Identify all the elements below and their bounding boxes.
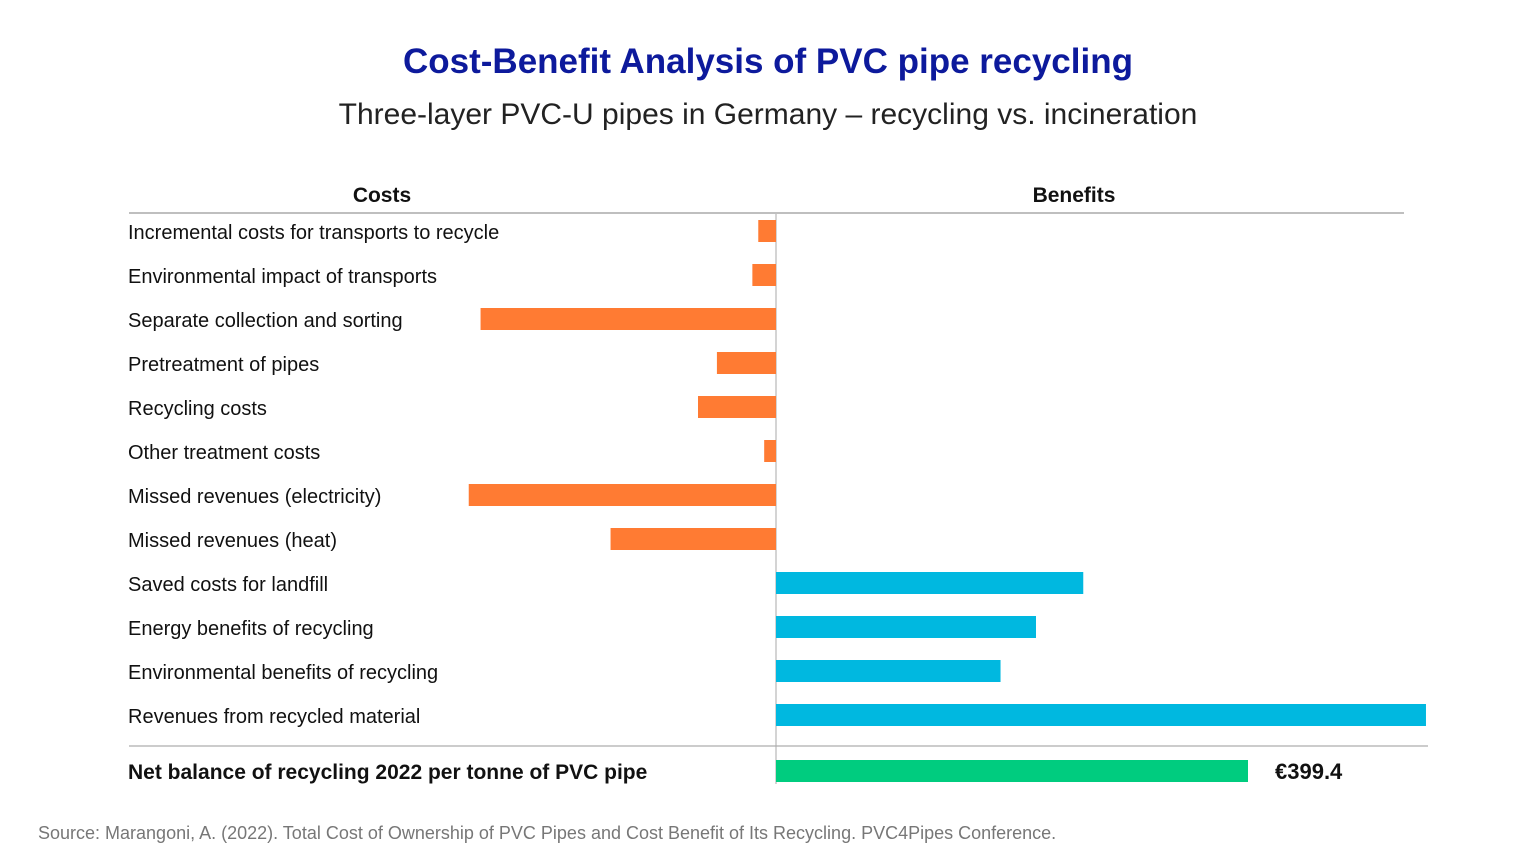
category-label: Energy benefits of recycling — [128, 618, 374, 640]
cost-bar — [468, 484, 776, 506]
net-value-label: €399.4 — [1275, 759, 1343, 784]
benefit-bar — [776, 704, 1426, 726]
category-label: Environmental benefits of recycling — [128, 662, 438, 684]
cost-bar — [758, 220, 776, 242]
cost-bar — [610, 528, 776, 550]
chart-title: Cost-Benefit Analysis of PVC pipe recycl… — [403, 42, 1133, 81]
category-label: Incremental costs for transports to recy… — [128, 222, 499, 244]
benefit-bar — [776, 616, 1036, 638]
category-label: Saved costs for landfill — [128, 574, 328, 596]
benefit-bar — [776, 572, 1084, 594]
category-label: Pretreatment of pipes — [128, 354, 319, 376]
net-label: Net balance of recycling 2022 per tonne … — [128, 761, 647, 784]
cost-bar — [764, 440, 776, 462]
category-label: Missed revenues (heat) — [128, 530, 337, 552]
cost-bar — [698, 396, 776, 418]
category-label: Environmental impact of transports — [128, 266, 437, 288]
category-label: Separate collection and sorting — [128, 310, 403, 332]
header-benefits: Benefits — [1033, 184, 1116, 207]
net-bar — [776, 760, 1248, 782]
category-label: Other treatment costs — [128, 442, 320, 464]
header-costs: Costs — [353, 184, 411, 207]
category-label: Missed revenues (electricity) — [128, 486, 381, 508]
category-label: Recycling costs — [128, 398, 267, 420]
cost-bar — [752, 264, 776, 286]
chart-subtitle: Three-layer PVC-U pipes in Germany – rec… — [338, 98, 1198, 131]
category-label: Revenues from recycled material — [128, 706, 420, 728]
benefit-bar — [776, 660, 1001, 682]
cost-bar — [480, 308, 776, 330]
source-note: Source: Marangoni, A. (2022). Total Cost… — [38, 823, 1057, 843]
cost-bar — [716, 352, 776, 374]
